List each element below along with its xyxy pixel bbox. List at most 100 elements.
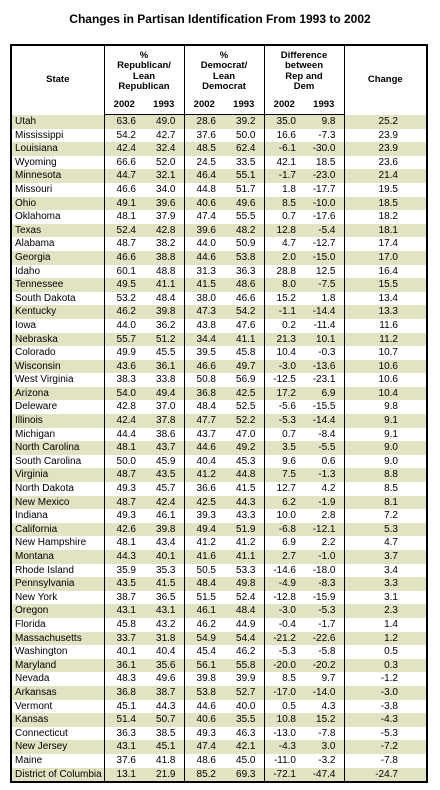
value-cell: 43.6 — [103, 359, 144, 374]
table-row: Ohio 49.1 39.6 40.6 49.6 8.5 -10.0 18.5 — [11, 196, 427, 211]
value-cell: 45.3 — [236, 455, 256, 467]
value-cell: 51.7 — [236, 183, 256, 195]
value-cell: 41.1 — [236, 551, 256, 562]
table-row: New Jersey 43.1 45.1 47.4 42.1 -4.3 3.0 -7.2 — [11, 740, 427, 754]
value-cell: 42.1 — [236, 741, 256, 753]
value-cell: 10.6 — [343, 373, 427, 387]
table-row: Georgia 46.6 38.8 44.6 53.8 2.0 -15.0 17.0 — [11, 250, 427, 265]
value-cell: 38.2 — [156, 238, 176, 250]
value-cell: 43.3 — [236, 510, 256, 522]
table-row: Nebraska 55.7 51.2 34.4 41.1 21.3 10.1 11.2 — [11, 332, 427, 347]
value-cell: 33.8 — [156, 374, 176, 386]
value-cell: 37.6 — [183, 128, 224, 143]
table-row: West Virginia 38.3 33.8 50.8 56.9 -12.5 -23.1 1… — [11, 373, 427, 387]
state-cell: North Carolina — [15, 442, 80, 454]
value-cell: 51.9 — [236, 523, 256, 535]
value-cell: 40.4 — [156, 646, 176, 658]
value-cell: 40.4 — [183, 454, 224, 469]
value-cell: 0.5 — [343, 645, 427, 659]
value-cell: 47.7 — [183, 414, 224, 428]
state-cell: Utah — [15, 115, 37, 127]
table-row: South Dakota 53.2 48.4 38.0 46.6 15.2 1.8 13.4 — [11, 291, 427, 306]
value-cell: 53.8 — [183, 685, 224, 700]
value-cell: -14.4 — [312, 306, 336, 318]
value-cell: 48.1 — [103, 536, 144, 550]
header-line: % — [139, 49, 149, 61]
value-cell: 42.8 — [156, 224, 176, 236]
state-cell: New Hampshire — [15, 537, 87, 549]
value-cell: 6.9 — [263, 536, 304, 550]
value-cell: 0.5 — [263, 699, 304, 714]
value-cell: 49.3 — [103, 509, 144, 523]
value-cell: 42.4 — [103, 142, 144, 156]
value-cell: 15.2 — [263, 291, 304, 306]
value-cell: 9.7 — [321, 673, 336, 685]
value-cell: 48.1 — [103, 441, 144, 455]
value-cell: 15.5 — [343, 278, 427, 292]
state-cell: Nevada — [15, 673, 50, 685]
header-line: Democrat/ — [200, 60, 248, 71]
value-cell: 32.4 — [156, 143, 176, 155]
value-cell: 48.7 — [103, 237, 144, 251]
header-line: Democrat — [202, 81, 246, 92]
value-cell: -6.8 — [263, 522, 304, 537]
value-cell: 38.3 — [103, 373, 144, 387]
value-cell: -24.7 — [343, 767, 427, 783]
value-cell: 9.1 — [343, 427, 427, 442]
value-cell: 36.3 — [103, 726, 144, 741]
value-cell: 43.8 — [183, 318, 224, 333]
value-cell: 36.8 — [103, 685, 144, 700]
value-cell: 43.1 — [103, 740, 144, 754]
value-cell: 35.5 — [236, 714, 256, 726]
value-cell: 45.1 — [156, 741, 176, 753]
value-cell: 31.3 — [183, 264, 224, 279]
value-cell: 41.5 — [183, 278, 224, 292]
value-cell: 49.6 — [236, 197, 256, 209]
value-cell: -6.1 — [263, 142, 304, 156]
value-cell: 42.5 — [183, 495, 224, 510]
value-cell: -18.0 — [312, 564, 336, 576]
value-cell: 15.2 — [316, 714, 336, 726]
value-cell: -1.0 — [318, 551, 336, 562]
table-row: Kentucky 46.2 39.8 47.3 54.2 -1.1 -14.4 13.3 — [11, 305, 427, 319]
value-cell: -4.3 — [343, 713, 427, 727]
value-cell: 44.0 — [103, 318, 144, 333]
value-cell: 54.2 — [103, 128, 144, 143]
value-cell: 49.4 — [183, 522, 224, 537]
value-cell: 37.9 — [156, 211, 176, 223]
value-cell: -5.3 — [343, 726, 427, 741]
value-cell: 36.2 — [156, 319, 176, 331]
state-cell: Iowa — [15, 319, 37, 331]
table-header: State% Republican/Lean Republican% Democrat… — [11, 45, 427, 115]
value-cell: -4.3 — [263, 740, 304, 754]
state-cell: Arkansas — [15, 686, 57, 698]
year-cell: 2002 — [183, 97, 224, 115]
value-cell: 28.8 — [263, 264, 304, 279]
value-cell: 6.2 — [263, 495, 304, 510]
value-cell: 39.3 — [183, 509, 224, 523]
header-line: Republican — [118, 81, 170, 92]
value-cell: 52.2 — [236, 415, 256, 427]
table-row: Vermont 45.1 44.3 44.6 40.0 0.5 4.3 -3.8 — [11, 699, 427, 714]
value-cell: 37.8 — [156, 415, 176, 427]
table-row: Oregon 43.1 43.1 46.1 48.4 -3.0 -5.3 2.3 — [11, 604, 427, 618]
value-cell: 44.4 — [103, 427, 144, 442]
value-cell: 1.4 — [343, 617, 427, 632]
value-cell: 50.9 — [236, 238, 256, 250]
state-cell: Georgia — [15, 251, 51, 263]
value-cell: 3.7 — [343, 550, 427, 564]
value-cell: 36.6 — [183, 482, 224, 496]
table-row: Louisiana 42.4 32.4 48.5 62.4 -6.1 -30.0 23.9 — [11, 142, 427, 156]
value-cell: -14.4 — [312, 415, 336, 427]
value-cell: 46.2 — [236, 646, 256, 658]
table-row: Connecticut 36.3 38.5 49.3 46.3 -13.0 -7.8 -5.3 — [11, 726, 427, 741]
value-cell: 11.2 — [343, 332, 427, 347]
value-cell: -3.2 — [318, 754, 336, 766]
table-row: Wyoming 66.6 52.0 24.5 33.5 42.1 18.5 23.6 — [11, 155, 427, 170]
year-cell: 1993 — [144, 97, 184, 115]
value-cell: -1.7 — [263, 169, 304, 183]
value-cell: 10.6 — [343, 359, 427, 374]
data-table: State% Republican/Lean Republican% Democrat… — [10, 44, 428, 784]
value-cell: 23.6 — [343, 155, 427, 170]
table-row: Iowa 44.0 36.2 43.8 47.6 0.2 -11.4 11.6 — [11, 318, 427, 333]
